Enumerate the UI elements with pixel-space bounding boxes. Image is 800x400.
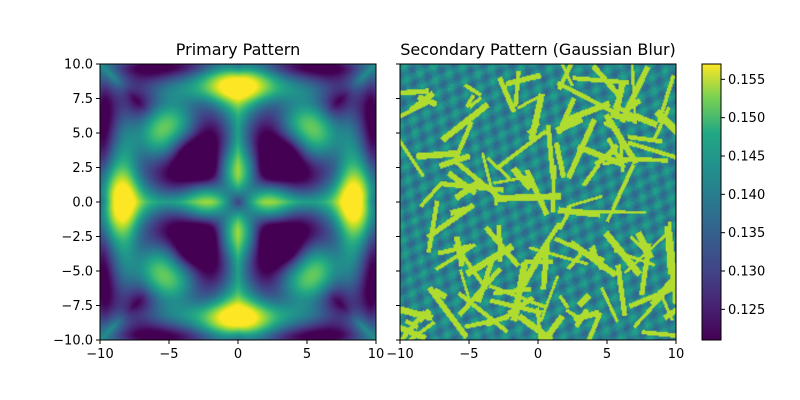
secondary-heatmap-image [400,64,676,340]
primary-x-tick-label: 5 [303,347,311,362]
secondary-x-tick-label: 10 [668,347,685,362]
primary-title: Primary Pattern [176,40,300,59]
colorbar-tick-label: 0.150 [728,111,765,126]
primary-y-tick-label: 5.0 [72,127,93,142]
secondary-x-ticks: −10 −5 0 5 10 [386,340,684,362]
secondary-x-tick-label: −5 [459,347,478,362]
colorbar-tick-label: 0.135 [728,226,765,241]
primary-x-ticks: −10 −5 0 5 10 [86,340,384,362]
secondary-title: Secondary Pattern (Gaussian Blur) [400,40,676,59]
primary-y-tick-label: −5.0 [61,265,93,280]
colorbar-tick-label: 0.155 [728,73,765,88]
primary-heatmap-image [100,64,376,340]
secondary-y-ticks [396,63,400,341]
primary-y-tick-label: −2.5 [61,230,93,245]
primary-x-tick-label: 10 [368,347,385,362]
secondary-x-tick-label: 0 [534,347,542,362]
primary-y-ticks: 10.0 7.5 5.0 2.5 0.0 −2.5 −5.0 −7.5 −10.0 [53,58,100,349]
primary-y-tick-label: 0.0 [72,196,93,211]
colorbar-tick-label: 0.140 [728,188,765,203]
colorbar-tick-label: 0.130 [728,265,765,280]
primary-x-tick-label: −10 [86,347,113,362]
colorbar-tick-label: 0.145 [728,150,765,165]
colorbar-tick-label: 0.125 [728,303,765,318]
primary-y-tick-label: −7.5 [61,299,93,314]
primary-y-tick-label: 7.5 [72,92,93,107]
primary-y-tick-label: 2.5 [72,161,93,176]
colorbar-ticks: 0.125 0.130 0.135 0.140 0.145 0.150 0.155 [721,73,765,318]
primary-x-tick-label: −5 [159,347,178,362]
primary-y-tick-label: −10.0 [53,334,93,349]
secondary-x-tick-label: 5 [603,347,611,362]
primary-y-tick-label: 10.0 [64,58,93,73]
primary-x-tick-label: 0 [234,347,242,362]
colorbar [701,63,722,341]
secondary-x-tick-label: −10 [386,347,413,362]
